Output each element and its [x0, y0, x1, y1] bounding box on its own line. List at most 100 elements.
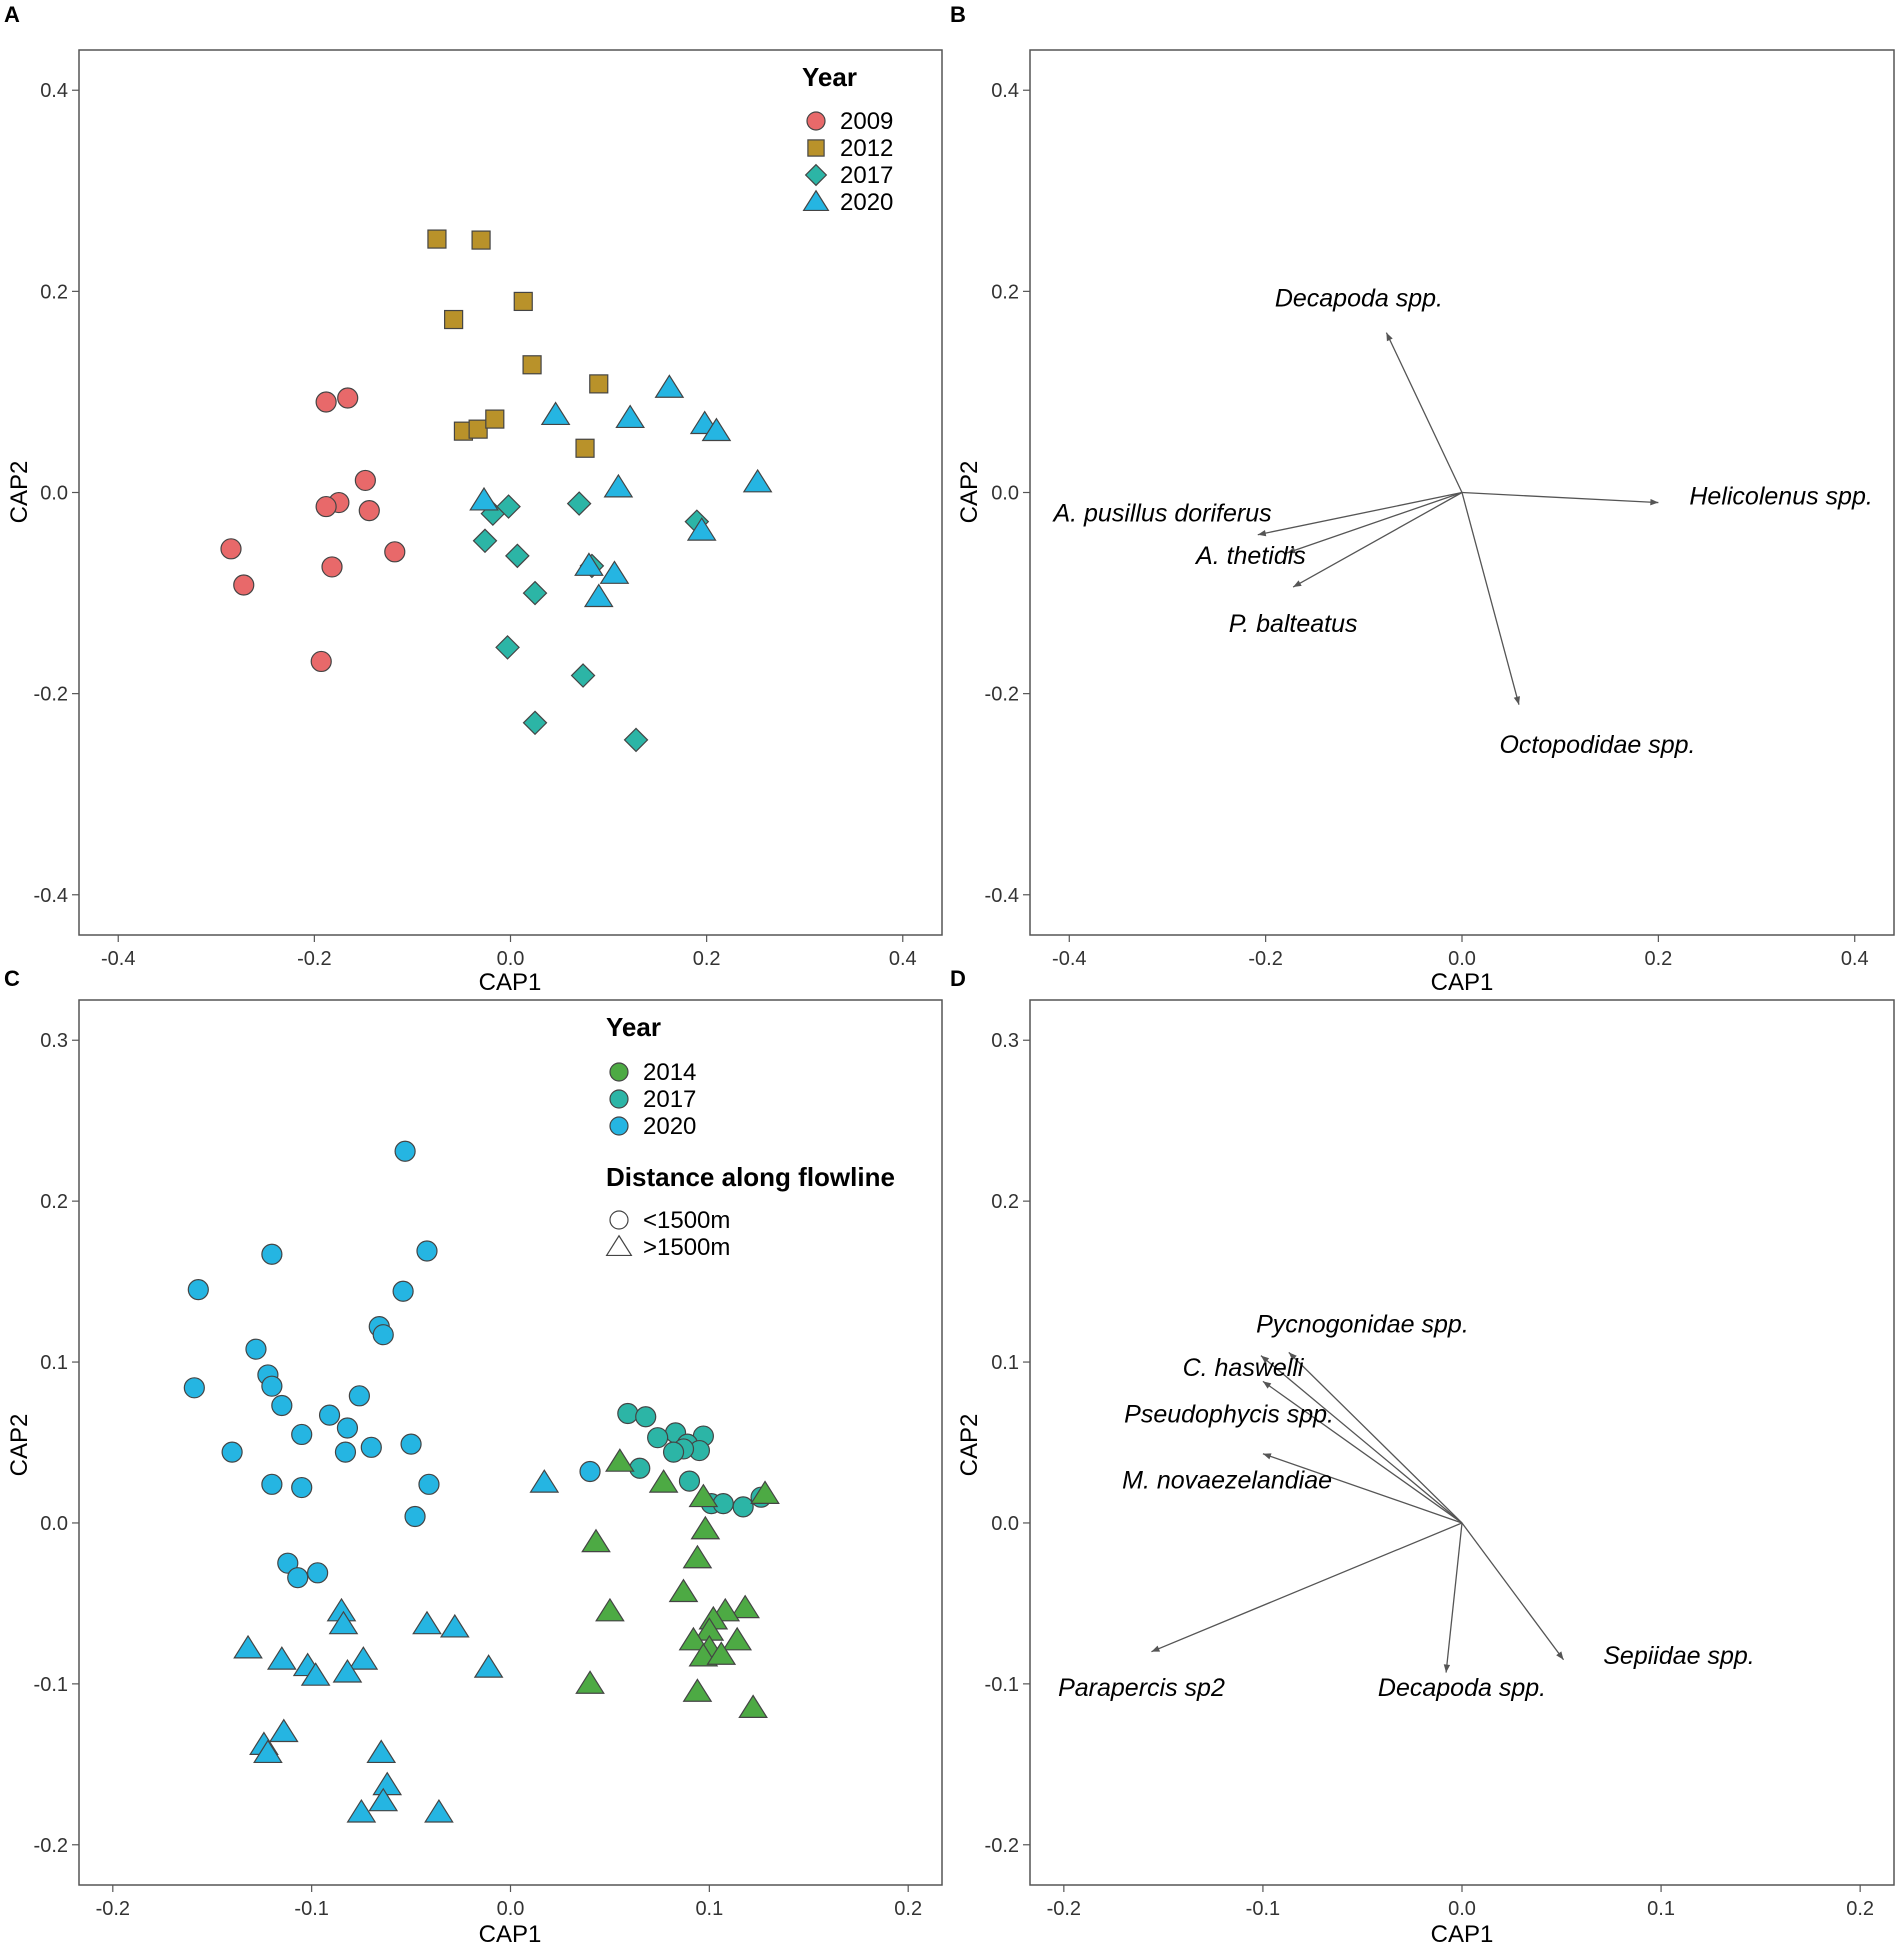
point-c-1-17: [368, 1787, 399, 1812]
vector-line-b-1: [1461, 491, 1659, 504]
vector-label-b-5: Octopodidae spp.: [1499, 731, 1695, 759]
panel-letter-a: A: [4, 2, 20, 27]
legend-label-2020-c: 2020: [643, 1113, 696, 1140]
y-tick-label-a-3: 0.2: [40, 281, 68, 303]
x-axis-title-a: CAP1: [479, 969, 542, 996]
y-ticks-b: -0.4 -0.2 0.0 0.2 0.4: [985, 80, 1030, 907]
y-tick-label-a-4: 0.4: [40, 80, 68, 102]
data-points-a: [220, 229, 773, 753]
x-tick-label-c-1: -0.1: [294, 1898, 328, 1920]
point-c-1-13: [268, 1718, 299, 1743]
legend-label-2012: 2012: [840, 135, 893, 162]
legend-title-a: Year: [802, 62, 857, 92]
point-a-0-0: [315, 391, 337, 413]
point-c-0-14: [336, 1417, 359, 1439]
point-c-0-25: [277, 1552, 299, 1574]
point-c-2-8: [662, 1441, 685, 1463]
vector-line-d-6: [1461, 1522, 1565, 1661]
y-axis-title-d: CAP2: [956, 1414, 983, 1477]
point-c-3-20: [738, 1694, 768, 1718]
y-axis-title-a: CAP2: [6, 461, 33, 524]
point-c-1-10: [300, 1662, 331, 1686]
point-a-3-2: [540, 401, 571, 426]
point-c-0-16: [360, 1436, 382, 1458]
y-tick-label-d-2: 0.0: [991, 1513, 1019, 1535]
x-tick-label-c-2: 0.0: [497, 1898, 525, 1920]
panel-letter-c: C: [4, 966, 20, 991]
vector-label-d-4: Parapercis sp2: [1058, 1674, 1225, 1702]
y-tick-label-a-2: 0.0: [40, 483, 68, 505]
point-a-2-1: [496, 494, 521, 519]
point-c-0-1: [416, 1240, 438, 1262]
point-c-0-4: [392, 1280, 414, 1302]
x-tick-label-b-4: 0.4: [1841, 948, 1869, 970]
y-ticks-d: -0.2 -0.1 0.0 0.1 0.2 0.3: [985, 1030, 1030, 1857]
point-a-3-0: [654, 374, 685, 398]
y-tick-label-b-2: 0.0: [991, 483, 1019, 505]
y-axis-title-c: CAP2: [6, 1414, 33, 1477]
x-axis-title-c: CAP1: [479, 1921, 542, 1947]
vector-line-b-0: [1385, 332, 1463, 493]
legend-label-2014: 2014: [643, 1059, 696, 1086]
point-a-2-7: [495, 635, 520, 660]
x-ticks-b: -0.4 -0.2 0.0 0.2 0.4: [1052, 935, 1869, 970]
point-c-2-13: [732, 1496, 754, 1518]
point-a-2-9: [522, 710, 548, 736]
x-tick-label-b-1: -0.2: [1248, 948, 1282, 970]
y-tick-label-a-0: -0.4: [34, 885, 68, 907]
point-c-1-18: [346, 1798, 377, 1823]
vector-line-d-5: [1445, 1522, 1463, 1673]
point-c-3-13: [678, 1626, 709, 1651]
y-tick-label-b-4: 0.4: [991, 80, 1019, 102]
y-tick-label-d-0: -0.2: [985, 1835, 1019, 1857]
point-a-1-7: [468, 419, 488, 439]
point-a-2-6: [522, 580, 548, 606]
y-ticks-a: -0.4 -0.2 0.0 0.2 0.4: [34, 80, 79, 907]
point-c-3-0: [605, 1448, 635, 1472]
point-c-0-26: [307, 1562, 329, 1584]
vector-label-d-3: M. novaezelandiae: [1122, 1467, 1332, 1495]
x-ticks-a: -0.4 -0.2 0.0 0.2 0.4: [101, 935, 917, 970]
point-a-3-9: [574, 552, 604, 576]
point-c-2-1: [635, 1406, 657, 1428]
point-c-3-3: [688, 1483, 719, 1508]
vector-line-b-5: [1461, 492, 1520, 705]
legend-shape-key-c-0: [609, 1210, 629, 1230]
legend-key-a-2017: [804, 163, 828, 187]
panel-d: D CAP1 CAP2 -0.2 -0.1 0.0 0.1 0.2 -0.2 -0.1 0.…: [950, 966, 1895, 1947]
vector-arrowhead-b-4: [1293, 580, 1302, 588]
point-c-0-2: [261, 1243, 283, 1265]
legend-keys-a: [802, 111, 830, 212]
point-c-1-3: [412, 1610, 442, 1635]
point-c-0-11: [183, 1377, 205, 1399]
legend-title-c: Year: [606, 1012, 661, 1042]
point-c-1-19: [424, 1798, 454, 1823]
x-tick-label-a-4: 0.4: [889, 948, 917, 970]
point-c-0-20: [261, 1473, 283, 1495]
point-c-3-6: [682, 1544, 713, 1569]
y-tick-label-c-2: 0.0: [40, 1513, 68, 1535]
y-tick-label-d-1: -0.1: [985, 1674, 1019, 1696]
point-a-0-9: [321, 556, 343, 578]
point-a-2-2: [566, 491, 592, 516]
vector-line-d-1: [1260, 1355, 1463, 1524]
vector-arrowhead-d-2: [1262, 1381, 1272, 1389]
x-ticks-c: -0.2 -0.1 0.0 0.1 0.2: [96, 1885, 922, 1920]
y-tick-label-c-1: -0.1: [34, 1674, 68, 1696]
legend-shape-key-c-1: [605, 1234, 633, 1257]
y-tick-label-b-3: 0.2: [991, 281, 1019, 303]
point-c-1-4: [439, 1613, 470, 1638]
vectors-d: Pycnogonidae spp. C. haswelli Pseudophycis…: [1058, 1310, 1755, 1702]
point-c-3-19: [682, 1678, 713, 1702]
point-c-0-21: [291, 1476, 313, 1499]
legend-key-a-2009: [806, 111, 826, 131]
legend-label-near: <1500m: [643, 1207, 730, 1234]
point-a-2-3: [472, 528, 498, 554]
point-a-3-1: [615, 404, 645, 429]
point-a-1-0: [427, 229, 447, 249]
y-tick-label-b-1: -0.2: [985, 684, 1019, 706]
point-c-0-6: [372, 1324, 394, 1346]
legend-label-2009: 2009: [840, 108, 893, 135]
point-a-0-4: [315, 495, 337, 518]
x-tick-label-c-0: -0.2: [96, 1898, 130, 1920]
